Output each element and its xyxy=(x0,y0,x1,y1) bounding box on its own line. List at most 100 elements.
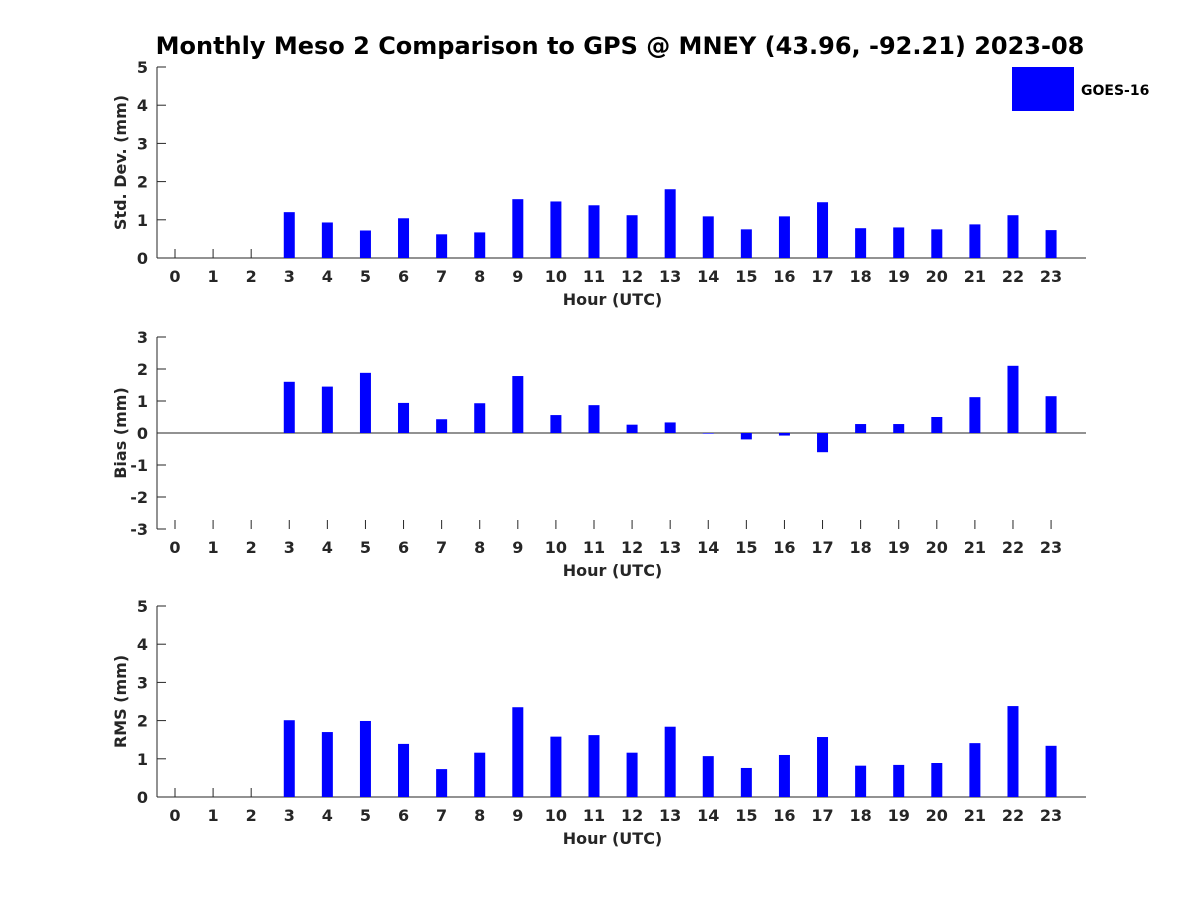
x-tick-label: 17 xyxy=(811,538,833,557)
bar-hour-6 xyxy=(398,218,410,258)
bar-hour-23 xyxy=(1045,230,1057,258)
x-tick-label: 7 xyxy=(436,806,447,825)
x-tick-label: 14 xyxy=(697,538,719,557)
x-tick-label: 9 xyxy=(512,267,523,286)
x-tick-label: 18 xyxy=(849,806,871,825)
bar-hour-20 xyxy=(931,417,943,433)
x-tick-label: 19 xyxy=(888,538,910,557)
y-axis-label: Bias (mm) xyxy=(111,387,130,479)
x-tick-label: 10 xyxy=(545,538,567,557)
x-tick-label: 2 xyxy=(246,538,257,557)
bar-hour-18 xyxy=(855,228,867,258)
bar-hour-13 xyxy=(664,726,676,797)
legend: GOES-16 xyxy=(1012,67,1149,111)
x-tick-label: 0 xyxy=(169,267,180,286)
x-tick-label: 20 xyxy=(926,267,948,286)
x-tick-label: 9 xyxy=(512,806,523,825)
bar-hour-14 xyxy=(702,433,714,434)
x-tick-label: 21 xyxy=(964,267,986,286)
x-tick-label: 6 xyxy=(398,538,409,557)
chart-title: Monthly Meso 2 Comparison to GPS @ MNEY … xyxy=(156,32,1085,60)
x-tick-label: 15 xyxy=(735,538,757,557)
bar-hour-8 xyxy=(474,403,486,433)
bar-hour-22 xyxy=(1007,215,1019,258)
x-tick-label: 13 xyxy=(659,806,681,825)
x-tick-label: 0 xyxy=(169,538,180,557)
x-tick-label: 14 xyxy=(697,806,719,825)
bar-hour-22 xyxy=(1007,706,1019,797)
x-tick-label: 4 xyxy=(322,806,333,825)
x-tick-label: 23 xyxy=(1040,806,1062,825)
x-tick-label: 23 xyxy=(1040,267,1062,286)
x-tick-label: 16 xyxy=(773,806,795,825)
x-tick-label: 3 xyxy=(284,538,295,557)
bar-hour-5 xyxy=(359,230,371,258)
bar-hour-13 xyxy=(664,189,676,258)
bar-hour-13 xyxy=(664,422,676,433)
bar-hour-9 xyxy=(512,707,524,797)
bar-hour-18 xyxy=(855,424,867,433)
bar-hour-9 xyxy=(512,199,524,258)
x-tick-label: 5 xyxy=(360,267,371,286)
y-axis-label: Std. Dev. (mm) xyxy=(111,95,130,230)
x-tick-label: 16 xyxy=(773,267,795,286)
bar-hour-12 xyxy=(626,752,638,797)
x-tick-label: 1 xyxy=(208,267,219,286)
bar-hour-20 xyxy=(931,763,943,797)
bar-hour-15 xyxy=(740,229,752,258)
bar-hour-5 xyxy=(359,372,371,433)
x-tick-label: 6 xyxy=(398,806,409,825)
x-tick-label: 16 xyxy=(773,538,795,557)
bar-hour-19 xyxy=(893,764,905,797)
bar-hour-23 xyxy=(1045,745,1057,797)
bar-hour-10 xyxy=(550,201,562,258)
x-tick-label: 10 xyxy=(545,806,567,825)
bar-hour-4 xyxy=(321,732,333,797)
y-axis-label: RMS (mm) xyxy=(111,655,130,748)
bar-hour-21 xyxy=(969,743,981,797)
y-tick-label: 3 xyxy=(137,673,148,692)
bar-hour-16 xyxy=(778,754,790,797)
bar-hour-14 xyxy=(702,756,714,797)
bar-hour-20 xyxy=(931,229,943,258)
x-tick-label: 1 xyxy=(208,538,219,557)
bar-hour-10 xyxy=(550,736,562,797)
bar-hour-17 xyxy=(817,202,829,258)
bar-hour-12 xyxy=(626,424,638,433)
x-tick-label: 18 xyxy=(849,538,871,557)
bar-hour-11 xyxy=(588,205,600,258)
bar-hour-17 xyxy=(817,737,829,797)
y-tick-label: -1 xyxy=(130,456,148,475)
x-tick-label: 9 xyxy=(512,538,523,557)
x-tick-label: 20 xyxy=(926,806,948,825)
x-tick-label: 19 xyxy=(888,267,910,286)
x-tick-label: 14 xyxy=(697,267,719,286)
x-tick-label: 11 xyxy=(583,538,605,557)
x-tick-label: 12 xyxy=(621,267,643,286)
bar-hour-14 xyxy=(702,216,714,258)
x-tick-label: 22 xyxy=(1002,267,1024,286)
bar-hour-11 xyxy=(588,405,600,433)
x-tick-label: 22 xyxy=(1002,538,1024,557)
y-tick-label: 1 xyxy=(137,392,148,411)
x-tick-label: 13 xyxy=(659,267,681,286)
x-tick-label: 21 xyxy=(964,538,986,557)
x-tick-label: 21 xyxy=(964,806,986,825)
y-tick-label: -3 xyxy=(130,520,148,539)
legend-label: GOES-16 xyxy=(1081,83,1149,99)
y-tick-label: -2 xyxy=(130,488,148,507)
bar-hour-19 xyxy=(893,424,905,433)
x-tick-label: 7 xyxy=(436,267,447,286)
y-tick-label: 3 xyxy=(137,328,148,347)
x-axis-label: Hour (UTC) xyxy=(563,290,663,309)
bar-hour-11 xyxy=(588,735,600,797)
bar-hour-9 xyxy=(512,376,524,433)
bar-hour-4 xyxy=(321,386,333,433)
x-tick-label: 11 xyxy=(583,267,605,286)
bar-hour-15 xyxy=(740,433,752,440)
bar-hour-6 xyxy=(398,743,410,797)
x-tick-label: 6 xyxy=(398,267,409,286)
